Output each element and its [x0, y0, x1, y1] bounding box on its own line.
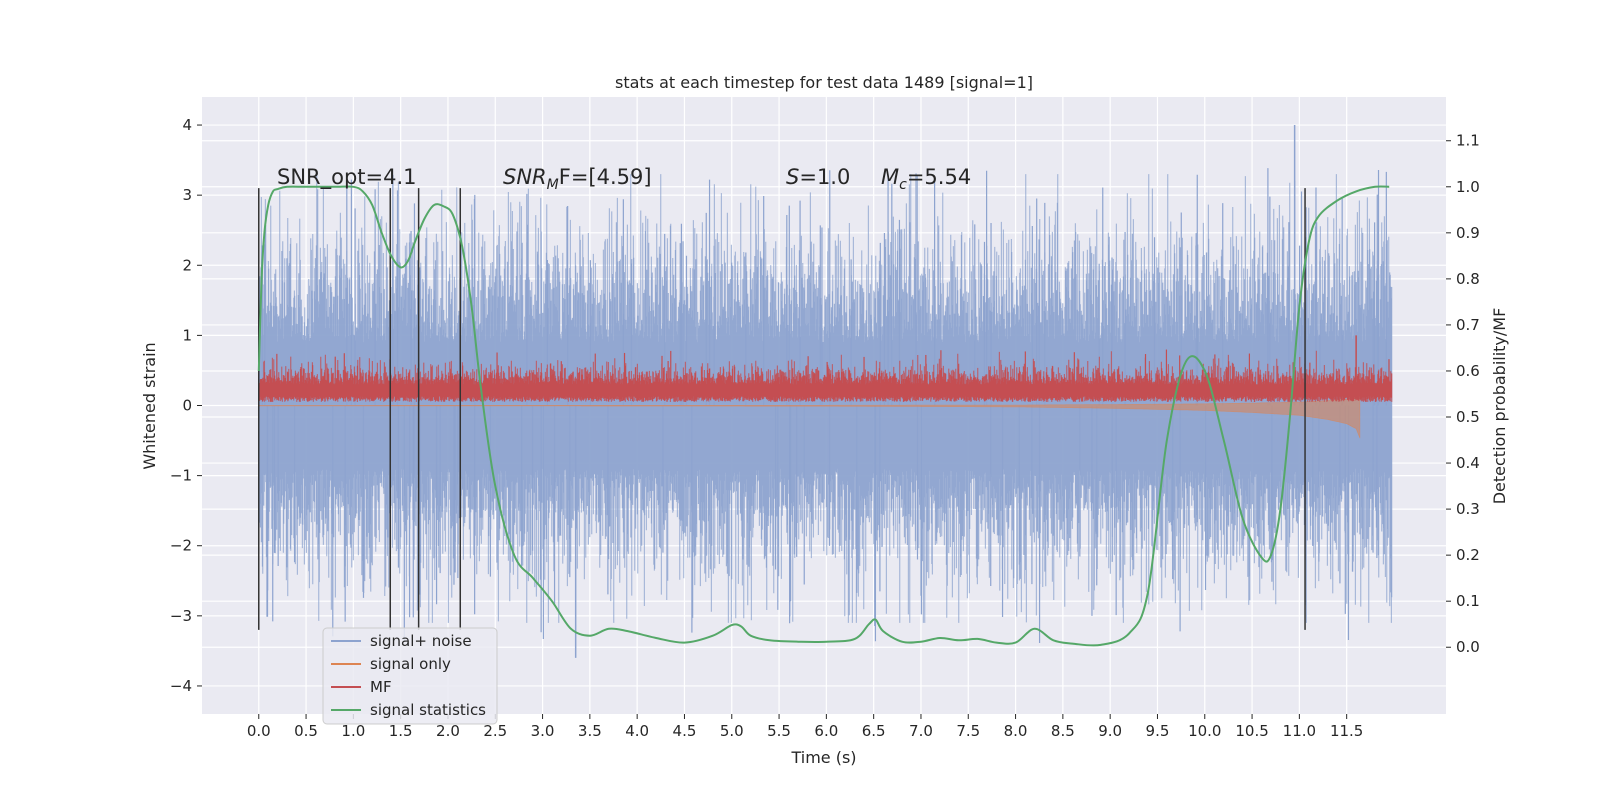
- x-tick-label: 4.5: [673, 722, 697, 740]
- y-right-tick-label: 1.1: [1456, 132, 1480, 150]
- signal-statistics-line: [257, 185, 1390, 647]
- annotation-snr-mf-value: F=[4.59]: [559, 165, 652, 189]
- annotation-s-symbol: S: [786, 165, 799, 189]
- y-tick-label: 0: [182, 397, 192, 415]
- x-tick-label: 4.0: [625, 722, 649, 740]
- x-tick-label: 6.5: [862, 722, 886, 740]
- x-tick-label: 11.5: [1330, 722, 1363, 740]
- y-tick-label: −2: [170, 537, 192, 555]
- y-right-tick-label: 0.0: [1456, 638, 1480, 656]
- y-tick-label: 2: [182, 256, 192, 274]
- x-tick-label: 9.0: [1098, 722, 1122, 740]
- chart-title: stats at each timestep for test data 148…: [615, 73, 1033, 92]
- x-tick-label: 7.5: [956, 722, 980, 740]
- signal-only-series: [258, 393, 1361, 439]
- x-tick-label: 6.0: [814, 722, 838, 740]
- y-right-tick-label: 0.1: [1456, 592, 1480, 610]
- y-tick-label: 3: [182, 186, 192, 204]
- y-tick-label: 1: [182, 326, 192, 344]
- mf-series: [258, 335, 1393, 402]
- annotation-snr-mf: SNRMF=[4.59]: [503, 165, 652, 193]
- x-tick-label: 10.5: [1235, 722, 1268, 740]
- plot-area: [257, 125, 1393, 658]
- y-right-tick-label: 0.4: [1456, 454, 1480, 472]
- y-tick-label: 4: [182, 116, 192, 134]
- x-tick-label: 1.5: [389, 722, 413, 740]
- x-tick-label: 0.0: [247, 722, 271, 740]
- x-tick-label: 2.0: [436, 722, 460, 740]
- axes-ticks: 0.0 0.5 1.0 1.5 2.0 2.5 3.0 3.5 4.0 4.5 5.0 5.5 6.0 6…: [170, 116, 1480, 740]
- annotation-mc-symbol: M: [881, 165, 899, 189]
- annotation-s: S=1.0: [786, 165, 850, 189]
- x-tick-label: 5.0: [720, 722, 744, 740]
- x-tick-label: 8.5: [1051, 722, 1075, 740]
- x-tick-label: 1.0: [341, 722, 365, 740]
- annotation-snr-mf-symbol: SNR: [503, 165, 547, 189]
- y-right-tick-label: 0.6: [1456, 362, 1480, 380]
- x-tick-label: 0.5: [294, 722, 318, 740]
- annotation-mc: Mc=5.54: [881, 165, 971, 193]
- x-tick-label: 10.0: [1188, 722, 1221, 740]
- annotation-s-value: =1.0: [799, 165, 850, 189]
- y-right-tick-label: 0.8: [1456, 270, 1480, 288]
- x-tick-label: 11.0: [1283, 722, 1316, 740]
- legend-box: [322, 627, 498, 725]
- y-right-tick-label: 0.5: [1456, 408, 1480, 426]
- legend-label-signal-only: signal only: [370, 655, 451, 673]
- y-right-axis-label: Detection probability/MF: [1490, 308, 1509, 505]
- legend-label-signal-noise: signal+ noise: [370, 632, 472, 650]
- signal-statistics-series: [257, 185, 1390, 647]
- annotation-snr-mf-subscript: M: [547, 177, 559, 193]
- y-tick-label: −1: [170, 467, 192, 485]
- y-right-tick-label: 0.9: [1456, 224, 1480, 242]
- x-tick-label: 9.5: [1146, 722, 1170, 740]
- x-tick-label: 3.5: [578, 722, 602, 740]
- annotation-mc-subscript: c: [899, 177, 907, 193]
- legend: signal+ noise signal only MF signal stat…: [322, 627, 498, 725]
- x-tick-label: 2.5: [483, 722, 507, 740]
- x-axis-label: Time (s): [790, 748, 856, 767]
- y-right-tick-label: 0.2: [1456, 546, 1480, 564]
- x-tick-label: 8.0: [1004, 722, 1028, 740]
- y-right-tick-label: 1.0: [1456, 178, 1480, 196]
- signal-only-trace: [258, 393, 1361, 439]
- x-tick-label: 3.0: [531, 722, 555, 740]
- y-tick-label: −3: [170, 607, 192, 625]
- annotation-mc-value: =5.54: [907, 165, 971, 189]
- y-axis-label: Whitened strain: [140, 342, 159, 469]
- y-right-tick-label: 0.3: [1456, 500, 1480, 518]
- x-tick-label: 5.5: [767, 722, 791, 740]
- y-right-tick-label: 0.7: [1456, 316, 1480, 334]
- x-tick-label: 7.0: [909, 722, 933, 740]
- annotation-snr-opt: SNR_opt=4.1: [277, 165, 417, 190]
- legend-label-signal-statistics: signal statistics: [370, 701, 486, 719]
- legend-label-mf: MF: [370, 678, 392, 696]
- y-tick-label: −4: [170, 677, 192, 695]
